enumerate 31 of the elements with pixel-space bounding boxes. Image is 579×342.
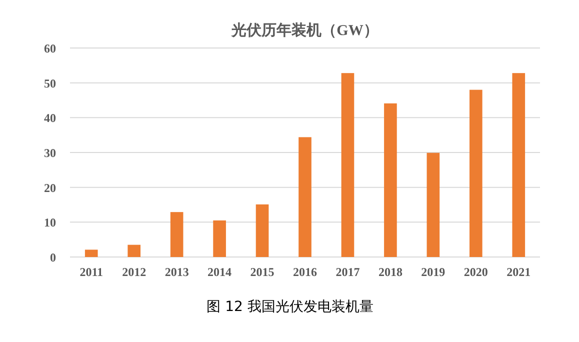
y-tick-label: 10: [44, 216, 56, 230]
bar: [341, 73, 354, 257]
bar: [256, 204, 269, 257]
bar: [128, 244, 140, 257]
x-tick-label: 2011: [80, 265, 104, 279]
x-tick-label: 2017: [336, 265, 360, 279]
y-tick-label: 40: [44, 111, 56, 126]
bar: [470, 90, 482, 257]
x-tick-label: 2020: [464, 265, 488, 279]
bar: [84, 250, 98, 257]
x-tick-label: 2019: [421, 265, 446, 279]
y-tick-label: 60: [44, 42, 56, 56]
x-tick-label: 2013: [164, 265, 189, 279]
caption: 图 12 我国光伏发电装机量: [206, 299, 374, 315]
x-tick-label: 2021: [506, 265, 531, 279]
y-tick-label: 0: [50, 250, 56, 264]
bar: [512, 73, 526, 257]
x-tick-label: 2014: [208, 265, 232, 279]
x-tick-label: 2018: [378, 265, 402, 279]
chart-title: 光伏历年装机（GW）: [230, 22, 378, 39]
x-tick-label: 2012: [122, 265, 146, 279]
bar: [426, 152, 440, 257]
y-tick-label: 30: [44, 146, 56, 160]
x-tick-label: 2016: [293, 265, 317, 279]
y-tick-label: 50: [44, 76, 56, 90]
bar: [213, 220, 226, 257]
bar: [384, 103, 397, 257]
bar: [298, 137, 312, 257]
x-tick-label: 2015: [250, 265, 274, 279]
bar: [170, 212, 184, 257]
y-tick-label: 20: [44, 180, 56, 195]
